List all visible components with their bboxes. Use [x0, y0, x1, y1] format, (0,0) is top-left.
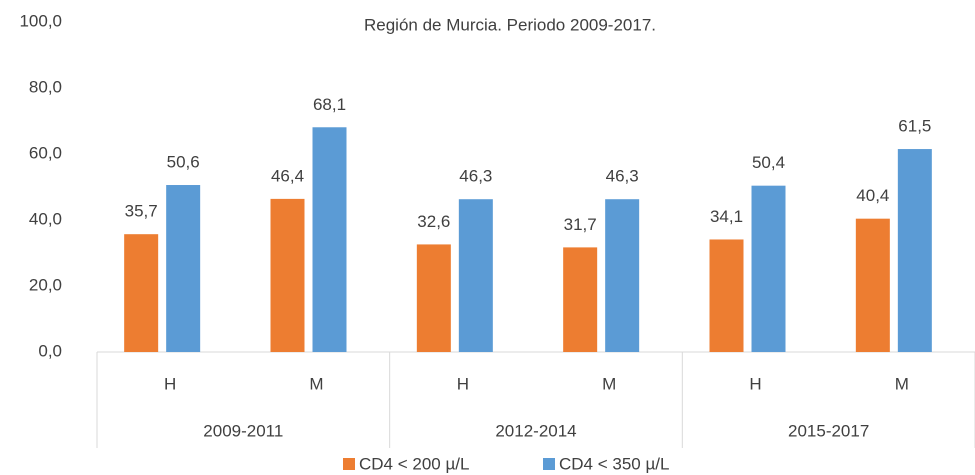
bar [855, 218, 890, 352]
y-tick-label: 0,0 [38, 341, 62, 360]
data-label: 68,1 [313, 95, 346, 114]
x-tick-label: M [895, 374, 909, 393]
bar [458, 199, 493, 352]
legend-label: CD4 < 200 µ/L [359, 454, 469, 473]
bar [605, 199, 640, 352]
bar [709, 239, 744, 352]
y-tick-label: 40,0 [29, 209, 62, 228]
y-tick-label: 100,0 [19, 11, 62, 30]
data-label: 40,4 [856, 186, 889, 205]
y-tick-label: 20,0 [29, 275, 62, 294]
data-label: 50,4 [752, 153, 785, 172]
bar [897, 149, 932, 352]
bar [166, 185, 201, 352]
data-label: 35,7 [125, 202, 158, 221]
data-label: 46,3 [606, 167, 639, 186]
group-label: 2009-2011 [203, 421, 283, 440]
x-tick-label: H [749, 374, 761, 393]
data-label: 32,6 [417, 212, 450, 231]
bar [124, 234, 159, 352]
data-label: 61,5 [898, 117, 931, 136]
group-label: 2012-2014 [495, 421, 576, 440]
y-tick-label: 60,0 [29, 143, 62, 162]
data-label: 31,7 [564, 215, 597, 234]
legend-label: CD4 < 350 µ/L [559, 454, 669, 473]
x-tick-label: M [309, 374, 323, 393]
bar [270, 198, 305, 352]
x-tick-label: H [457, 374, 469, 393]
data-label: 34,1 [710, 207, 743, 226]
bar [563, 247, 598, 352]
chart-title: Región de Murcia. Periodo 2009-2017. [364, 15, 656, 34]
group-label: 2015-2017 [788, 421, 869, 440]
x-tick-label: M [602, 374, 616, 393]
bar [416, 244, 451, 352]
x-tick-label: H [164, 374, 176, 393]
legend-swatch [343, 458, 355, 470]
data-label: 46,4 [271, 166, 304, 185]
bar [312, 127, 347, 353]
y-tick-label: 80,0 [29, 77, 62, 96]
data-label: 46,3 [459, 167, 492, 186]
legend-swatch [543, 458, 555, 470]
bar [751, 185, 786, 352]
data-label: 50,6 [167, 153, 200, 172]
